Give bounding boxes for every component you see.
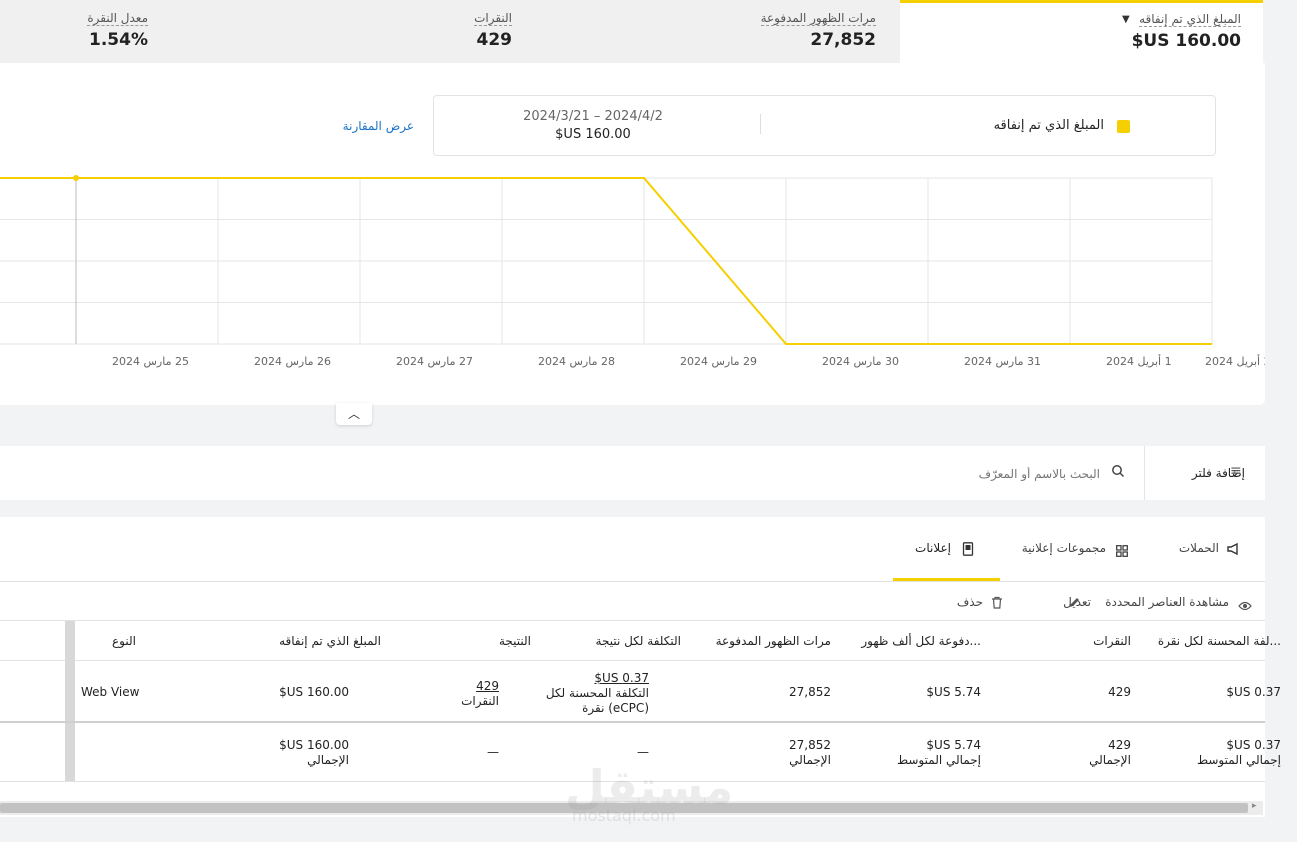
metric-ctr-label[interactable]: معدل النقرة xyxy=(87,11,148,26)
header-clicks[interactable]: النقرات xyxy=(1093,634,1131,648)
table-card xyxy=(0,517,1265,817)
grid-icon xyxy=(1116,542,1128,561)
total-cost-per-result: — xyxy=(637,745,649,759)
metric-spent-card[interactable] xyxy=(900,0,1263,63)
row-spent: 160.00 US$ xyxy=(279,685,349,699)
filter-divider xyxy=(1144,446,1145,500)
megaphone-icon xyxy=(1226,541,1240,560)
total-clicks: 429 xyxy=(1108,738,1131,752)
total-spent-label: الإجمالي xyxy=(307,753,349,767)
collapse-chart-button[interactable]: ︿ xyxy=(336,403,372,425)
watermark-url: mostaql.com xyxy=(572,806,676,825)
total-ecpc-label: إجمالي المتوسط xyxy=(1196,753,1281,767)
metric-spent-value: $US 160.00 xyxy=(1131,31,1241,51)
row-impressions: 27,852 xyxy=(789,685,831,699)
frozen-column-divider xyxy=(65,621,75,781)
tab-campaigns[interactable]: الحملات xyxy=(1178,541,1219,555)
header-impressions[interactable]: مرات الظهور المدفوعة xyxy=(715,634,831,648)
chart-legend: المبلغ الذي تم إنفاقه 2024/3/21 – 2024/4… xyxy=(433,95,1216,156)
metric-spent-label[interactable]: المبلغ الذي تم إنفاقه xyxy=(1139,12,1241,27)
row-clicks: 429 xyxy=(1108,685,1131,699)
legend-date-range: 2024/3/21 – 2024/4/2 xyxy=(523,109,663,124)
metric-impressions-value: 27,852 xyxy=(810,30,876,50)
total-spent: 160.00 US$ xyxy=(279,738,349,752)
x-tick-label: 31 مارس 2024 xyxy=(964,355,1041,368)
x-tick-label: 26 مارس 2024 xyxy=(254,355,331,368)
compare-link[interactable]: عرض المقارنة xyxy=(342,119,414,133)
row-cost-per-result-note-2: (eCPC) نقرة xyxy=(582,701,649,715)
row-ecpc: 0.37 US$ xyxy=(1226,685,1281,699)
scrollbar-thumb[interactable] xyxy=(0,803,1248,813)
tabs-divider xyxy=(0,581,1265,582)
row-result[interactable]: 429 xyxy=(476,679,499,693)
view-selected-button[interactable]: مشاهدة العناصر المحددة xyxy=(1105,595,1229,609)
total-result: — xyxy=(487,745,499,759)
header-result[interactable]: النتيجة xyxy=(498,634,531,648)
x-tick-label: 28 مارس 2024 xyxy=(538,355,615,368)
edit-button[interactable]: تعديل xyxy=(1063,595,1091,609)
total-clicks-label: الإجمالي xyxy=(1089,753,1131,767)
metric-clicks-value: 429 xyxy=(476,30,513,50)
x-tick-label: 25 مارس 2024 xyxy=(112,355,189,368)
add-filter-button[interactable]: إضافة فلتر xyxy=(1191,466,1245,480)
total-ecpc: 0.37 US$ xyxy=(1226,738,1281,752)
mobile-icon xyxy=(962,541,974,560)
metric-impressions-label[interactable]: مرات الظهور المدفوعة xyxy=(760,11,876,26)
delete-button[interactable]: حذف xyxy=(956,595,983,609)
trash-icon xyxy=(991,594,1003,613)
header-cost-per-result[interactable]: التكلفة لكل نتيجة xyxy=(595,634,681,648)
total-impressions-label: الإجمالي xyxy=(789,753,831,767)
legend-metric-name: المبلغ الذي تم إنفاقه xyxy=(993,118,1104,133)
header-ecpc[interactable]: ...لفة المحسنة لكل نقرة xyxy=(1157,634,1281,648)
metric-ctr-value: 1.54% xyxy=(89,30,148,50)
chevron-down-icon: ▼ xyxy=(1122,14,1130,25)
header-cpm[interactable]: ...دفوعة لكل ألف ظهور xyxy=(861,634,981,648)
eye-icon xyxy=(1238,596,1252,615)
x-tick-label: 29 مارس 2024 xyxy=(680,355,757,368)
totals-divider xyxy=(0,721,1265,723)
horizontal-scrollbar[interactable]: ▸ xyxy=(0,801,1263,815)
x-tick-label: 1 أبريل 2024 xyxy=(1106,354,1172,368)
row-cost-per-result-note-1: التكلفة المحسنة لكل xyxy=(545,686,649,700)
chart-grid xyxy=(0,177,1213,345)
x-tick-label: 27 مارس 2024 xyxy=(396,355,473,368)
total-cpm: 5.74 US$ xyxy=(926,738,981,752)
legend-color-swatch xyxy=(1117,120,1130,133)
x-tick-label: 30 مارس 2024 xyxy=(822,355,899,368)
metric-clicks-label[interactable]: النقرات xyxy=(474,11,512,26)
row-result-type: النقرات xyxy=(461,694,499,708)
tab-ads[interactable]: إعلانات xyxy=(915,541,951,555)
watermark-logo: مستقل xyxy=(565,760,734,814)
series-line-spent xyxy=(0,177,1212,345)
header-divider xyxy=(0,660,1265,661)
x-tick-label: 2 أبريل 2024 xyxy=(1205,354,1265,368)
tab-ad-groups[interactable]: مجموعات إعلانية xyxy=(1021,541,1106,555)
spend-line-chart: 25 مارس 2024 26 مارس 2024 27 مارس 2024 28 م… xyxy=(0,175,1265,368)
legend-amount: $US 160.00 xyxy=(555,127,631,142)
row-cost-per-result[interactable]: 0.37 US$ xyxy=(594,671,649,685)
x-axis-ticks: 25 مارس 2024 26 مارس 2024 27 مارس 2024 28 م… xyxy=(112,354,1265,368)
chevron-up-icon: ︿ xyxy=(347,407,360,421)
row-cpm: 5.74 US$ xyxy=(926,685,981,699)
total-impressions: 27,852 xyxy=(789,738,831,752)
total-cpm-label: إجمالي المتوسط xyxy=(896,753,981,767)
search-icon xyxy=(1111,463,1125,482)
search-input[interactable] xyxy=(760,462,1102,486)
actions-divider xyxy=(0,620,1265,621)
header-spent[interactable]: المبلغ الذي تم إنفاقه xyxy=(279,634,381,648)
filter-icon[interactable]: ≡ xyxy=(1230,463,1242,479)
row-type: Web View xyxy=(81,685,140,699)
header-type[interactable]: النوع xyxy=(112,634,136,648)
scroll-right-icon[interactable]: ▸ xyxy=(1252,801,1257,811)
legend-divider xyxy=(760,114,761,134)
hover-point xyxy=(73,175,79,181)
pencil-icon xyxy=(1068,594,1081,613)
table-bottom-divider xyxy=(0,781,1265,782)
active-tab-indicator xyxy=(893,578,1000,581)
